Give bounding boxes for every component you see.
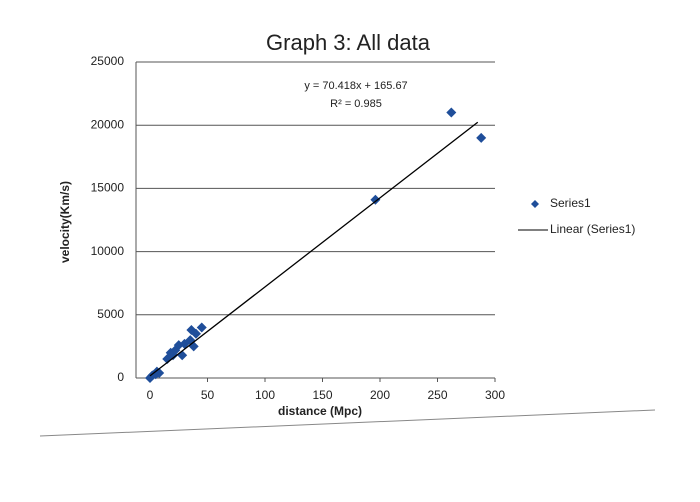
y-tick-label: 10000 bbox=[91, 244, 125, 258]
chart-title: Graph 3: All data bbox=[266, 30, 431, 55]
x-axis-title: distance (Mpc) bbox=[278, 404, 362, 418]
y-tick-label: 25000 bbox=[91, 54, 125, 68]
x-tick-label: 250 bbox=[427, 388, 447, 402]
data-point bbox=[370, 194, 381, 205]
data-point bbox=[476, 132, 487, 143]
x-tick-label: 300 bbox=[485, 388, 505, 402]
data-point bbox=[196, 322, 207, 333]
data-point bbox=[446, 107, 457, 118]
data-point bbox=[191, 328, 201, 339]
x-tick-label: 0 bbox=[147, 388, 154, 402]
legend-marker bbox=[531, 200, 539, 208]
y-tick-label: 20000 bbox=[91, 117, 125, 131]
r-squared: R² = 0.985 bbox=[330, 98, 382, 110]
y-tick-label: 0 bbox=[117, 370, 124, 384]
x-tick-label: 100 bbox=[255, 388, 275, 402]
x-tick-label: 150 bbox=[312, 388, 332, 402]
y-axis-title: velocity(Km/s) bbox=[58, 181, 72, 263]
trendline bbox=[149, 121, 479, 377]
y-tick-label: 15000 bbox=[91, 181, 125, 195]
x-tick-label: 50 bbox=[201, 388, 215, 402]
x-tick-label: 200 bbox=[370, 388, 390, 402]
page-edge bbox=[39, 409, 656, 437]
legend-label: Series1 bbox=[550, 196, 591, 210]
y-tick-label: 5000 bbox=[97, 307, 124, 321]
legend-label: Linear (Series1) bbox=[550, 222, 635, 236]
trend-equation: y = 70.418x + 165.67 bbox=[304, 80, 407, 92]
